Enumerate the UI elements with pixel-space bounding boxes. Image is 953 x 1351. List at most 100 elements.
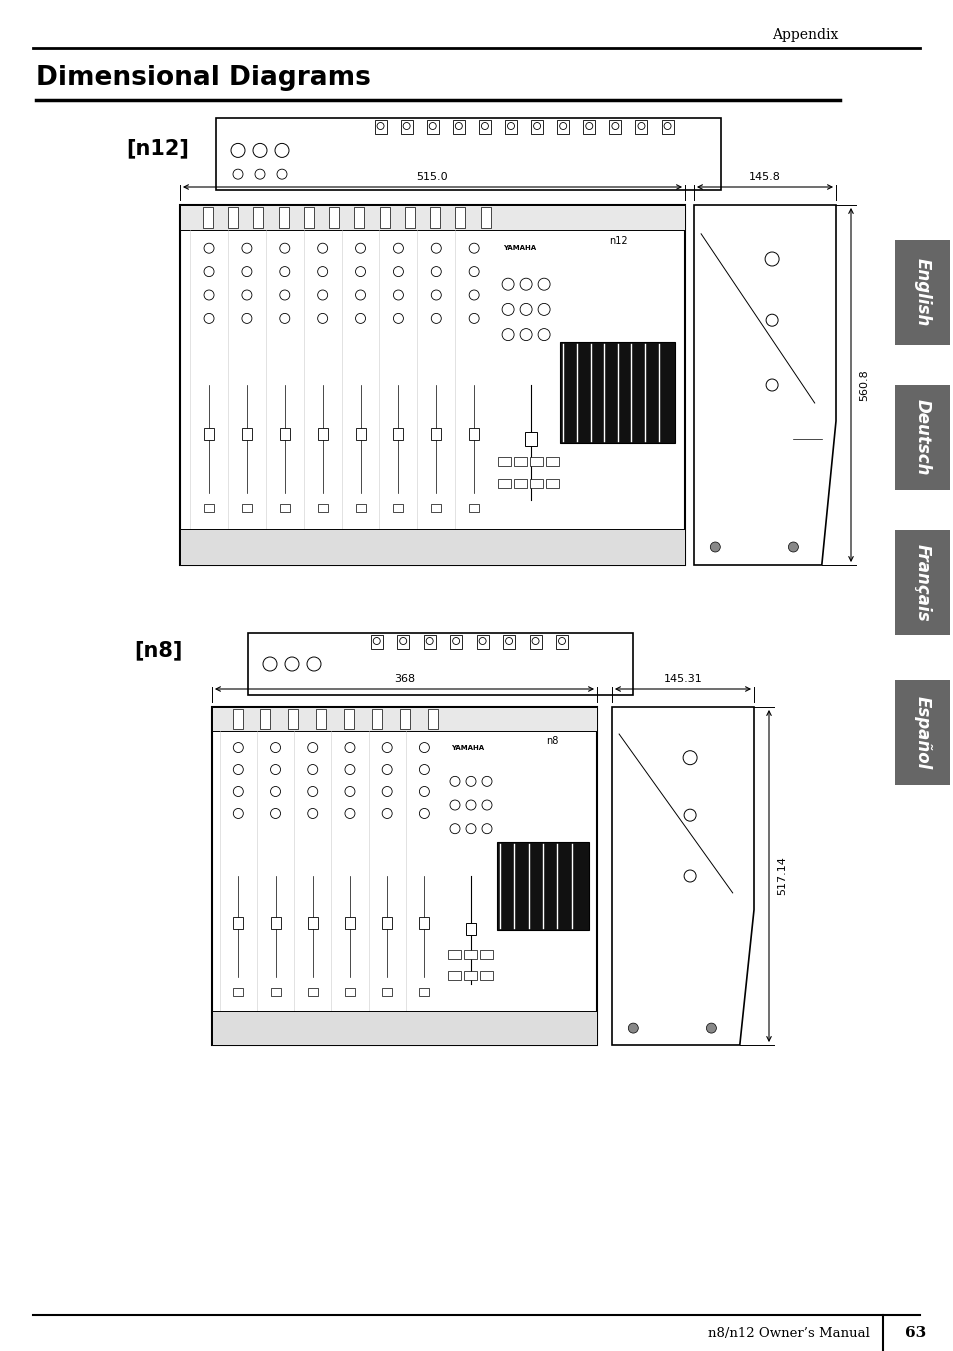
Bar (480, 207, 490, 228)
Bar (476, 635, 488, 648)
Circle shape (705, 1023, 716, 1034)
Circle shape (204, 313, 213, 323)
Circle shape (373, 638, 380, 644)
Circle shape (558, 638, 565, 644)
Circle shape (469, 266, 478, 277)
Bar (557, 120, 569, 134)
Circle shape (450, 777, 459, 786)
Bar (514, 457, 527, 466)
Bar (609, 120, 620, 134)
Circle shape (393, 243, 403, 253)
Circle shape (355, 313, 365, 323)
Text: n12: n12 (608, 236, 627, 246)
Bar (308, 916, 317, 928)
Circle shape (308, 786, 317, 797)
Bar (504, 120, 517, 134)
Text: 368: 368 (394, 674, 415, 684)
Circle shape (469, 243, 478, 253)
Bar (180, 530, 684, 565)
Circle shape (233, 808, 243, 819)
Bar (529, 635, 541, 648)
Bar (228, 207, 238, 228)
Bar (502, 635, 515, 648)
Circle shape (317, 290, 327, 300)
Bar (448, 950, 460, 959)
Bar (203, 207, 213, 228)
Bar (393, 428, 403, 440)
Circle shape (345, 808, 355, 819)
Text: YAMAHA: YAMAHA (502, 245, 536, 251)
Bar (242, 504, 252, 512)
Bar (419, 988, 429, 996)
Bar (635, 120, 647, 134)
Bar (497, 457, 511, 466)
Bar (453, 120, 464, 134)
Text: English: English (913, 258, 930, 327)
Bar (431, 428, 441, 440)
Bar (479, 970, 493, 979)
Circle shape (242, 266, 252, 277)
Bar (371, 635, 382, 648)
Bar (317, 504, 327, 512)
Bar (303, 207, 314, 228)
Circle shape (519, 278, 532, 290)
Bar (894, 240, 949, 345)
Text: 517.14: 517.14 (776, 857, 786, 896)
Circle shape (431, 243, 441, 253)
Circle shape (469, 290, 478, 300)
Bar (545, 478, 558, 488)
Bar (455, 207, 465, 228)
Bar (556, 635, 567, 648)
Circle shape (519, 304, 532, 315)
Bar (253, 207, 263, 228)
Bar (514, 478, 527, 488)
Circle shape (507, 123, 514, 130)
Circle shape (478, 638, 486, 644)
Circle shape (253, 143, 267, 158)
Circle shape (481, 824, 492, 834)
Circle shape (426, 638, 433, 644)
Circle shape (382, 786, 392, 797)
Circle shape (469, 313, 478, 323)
Circle shape (285, 657, 298, 671)
Text: 63: 63 (904, 1325, 925, 1340)
Circle shape (233, 765, 243, 774)
Circle shape (345, 743, 355, 753)
Circle shape (638, 123, 644, 130)
Text: 145.31: 145.31 (663, 674, 701, 684)
Bar (345, 988, 355, 996)
Circle shape (271, 743, 280, 753)
Bar (525, 432, 537, 446)
Bar (279, 428, 290, 440)
Bar (382, 988, 392, 996)
Circle shape (537, 328, 550, 340)
Bar (204, 504, 213, 512)
Text: [n8]: [n8] (133, 640, 182, 661)
Circle shape (628, 1023, 638, 1034)
Text: Français: Français (913, 543, 930, 621)
Circle shape (429, 123, 436, 130)
Bar (497, 478, 511, 488)
Circle shape (317, 266, 327, 277)
Polygon shape (612, 707, 753, 1046)
Bar (894, 530, 949, 635)
Bar (329, 207, 338, 228)
Circle shape (787, 542, 798, 553)
Text: 515.0: 515.0 (416, 172, 448, 182)
Circle shape (419, 765, 429, 774)
Bar (894, 385, 949, 490)
Circle shape (271, 808, 280, 819)
Bar (478, 120, 491, 134)
Circle shape (307, 657, 320, 671)
Circle shape (204, 266, 213, 277)
Bar (242, 428, 252, 440)
Bar (278, 207, 288, 228)
Bar (279, 504, 290, 512)
Circle shape (537, 278, 550, 290)
Circle shape (317, 313, 327, 323)
Text: Dimensional Diagrams: Dimensional Diagrams (36, 65, 371, 91)
Circle shape (683, 870, 696, 882)
Bar (419, 916, 429, 928)
Bar (531, 120, 542, 134)
Bar (545, 457, 558, 466)
